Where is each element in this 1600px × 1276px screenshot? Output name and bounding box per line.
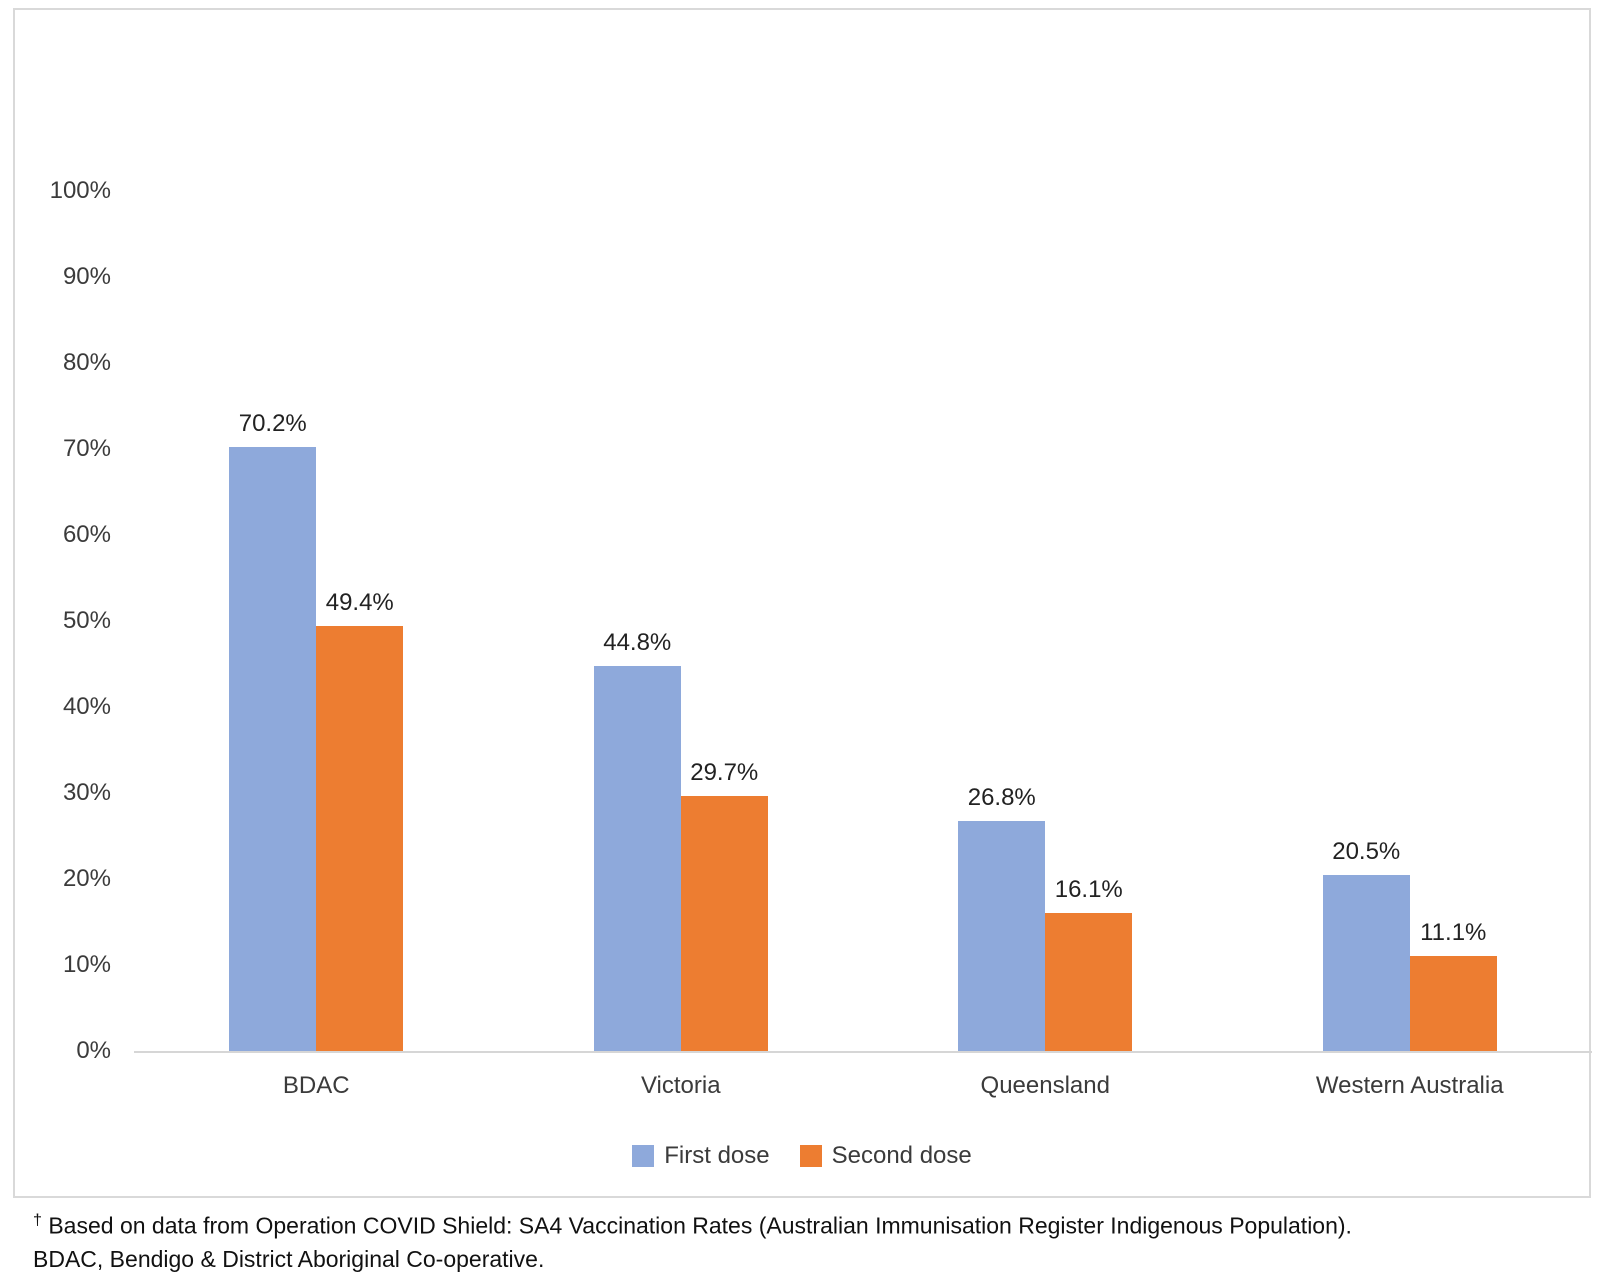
x-axis-category-labels: BDAC Victoria Queensland Western Australia: [134, 1070, 1592, 1102]
y-tick-label: 10%: [62, 951, 111, 978]
y-tick-label: 40%: [62, 693, 111, 720]
data-label-first-dose-victoria: 44.8%: [603, 629, 672, 656]
x-category-label-victoria: Victoria: [640, 1072, 721, 1099]
y-tick-label: 20%: [62, 865, 111, 892]
legend-item-first-dose: First dose: [632, 1142, 770, 1170]
y-tick-label: 60%: [62, 521, 111, 548]
bar-second-dose-victoria: [680, 796, 768, 1051]
legend-label-second-dose: Second dose: [831, 1142, 972, 1169]
bar-first-dose-western-australia: [1322, 875, 1410, 1051]
footnote-line-2: BDAC, Bendigo & District Aboriginal Co-o…: [33, 1243, 1583, 1276]
bar-second-dose-bdac: [316, 626, 404, 1051]
bar-first-dose-queensland: [958, 821, 1046, 1051]
y-tick-label: 70%: [62, 435, 111, 462]
x-axis-line: [134, 1051, 1592, 1053]
data-label-second-dose-bdac: 49.4%: [325, 589, 394, 616]
bar-first-dose-victoria: [593, 666, 681, 1051]
bar-second-dose-western-australia: [1409, 956, 1497, 1051]
data-label-second-dose-victoria: 29.7%: [690, 759, 759, 786]
data-label-second-dose-queensland: 16.1%: [1054, 876, 1123, 903]
data-label-first-dose-bdac: 70.2%: [238, 410, 307, 437]
y-tick-label: 30%: [62, 779, 111, 806]
y-tick-label: 100%: [49, 177, 111, 204]
footnote: † Based on data from Operation COVID Shi…: [33, 1204, 1583, 1276]
data-label-first-dose-western-australia: 20.5%: [1332, 838, 1401, 865]
bar-second-dose-queensland: [1045, 913, 1133, 1051]
x-category-label-queensland: Queensland: [980, 1072, 1110, 1099]
data-label-second-dose-western-australia: 11.1%: [1420, 919, 1487, 946]
plot-area: 70.2% 49.4% 44.8% 29.7% 26.8% 16.1% 20.5% 11.1%: [134, 191, 1592, 1053]
dagger-symbol: †: [33, 1211, 42, 1229]
footnote-text-1: Based on data from Operation COVID Shiel…: [48, 1212, 1352, 1239]
legend: First dose Second dose: [15, 1142, 1589, 1170]
y-tick-label: 50%: [62, 607, 111, 634]
chart-container: 70.2% 49.4% 44.8% 29.7% 26.8% 16.1% 20.5% 11.1%…: [13, 8, 1592, 1198]
data-label-first-dose-queensland: 26.8%: [967, 784, 1036, 811]
y-tick-label: 0%: [76, 1037, 111, 1064]
legend-item-second-dose: Second dose: [799, 1142, 972, 1170]
footnote-line-1: † Based on data from Operation COVID Shi…: [33, 1204, 1583, 1243]
legend-label-first-dose: First dose: [664, 1142, 770, 1169]
bar-first-dose-bdac: [229, 447, 317, 1051]
second-dose-swatch-icon: [799, 1145, 822, 1167]
x-category-label-western-australia: Western Australia: [1315, 1072, 1504, 1099]
y-tick-label: 90%: [62, 263, 111, 290]
x-category-label-bdac: BDAC: [282, 1072, 350, 1099]
y-tick-label: 80%: [62, 349, 111, 376]
first-dose-swatch-icon: [632, 1145, 655, 1167]
footnote-text-2: BDAC, Bendigo & District Aboriginal Co-o…: [33, 1245, 545, 1272]
